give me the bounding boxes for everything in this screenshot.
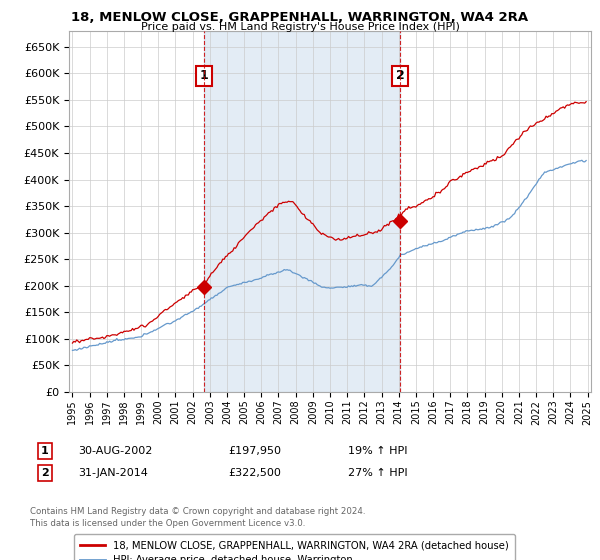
Text: £197,950: £197,950 bbox=[228, 446, 281, 456]
Text: Contains HM Land Registry data © Crown copyright and database right 2024.: Contains HM Land Registry data © Crown c… bbox=[30, 507, 365, 516]
Bar bbox=[204, 31, 400, 392]
Text: 18, MENLOW CLOSE, GRAPPENHALL, WARRINGTON, WA4 2RA: 18, MENLOW CLOSE, GRAPPENHALL, WARRINGTO… bbox=[71, 11, 529, 24]
Text: 27% ↑ HPI: 27% ↑ HPI bbox=[348, 468, 407, 478]
Text: 2: 2 bbox=[41, 468, 49, 478]
Text: Price paid vs. HM Land Registry's House Price Index (HPI): Price paid vs. HM Land Registry's House … bbox=[140, 22, 460, 32]
Text: £322,500: £322,500 bbox=[228, 468, 281, 478]
Text: 2: 2 bbox=[396, 69, 404, 82]
Text: 1: 1 bbox=[41, 446, 49, 456]
Text: 31-JAN-2014: 31-JAN-2014 bbox=[78, 468, 148, 478]
Text: This data is licensed under the Open Government Licence v3.0.: This data is licensed under the Open Gov… bbox=[30, 519, 305, 528]
Text: 1: 1 bbox=[200, 69, 208, 82]
Text: 19% ↑ HPI: 19% ↑ HPI bbox=[348, 446, 407, 456]
Text: 30-AUG-2002: 30-AUG-2002 bbox=[78, 446, 152, 456]
Legend: 18, MENLOW CLOSE, GRAPPENHALL, WARRINGTON, WA4 2RA (detached house), HPI: Averag: 18, MENLOW CLOSE, GRAPPENHALL, WARRINGTO… bbox=[74, 534, 515, 560]
